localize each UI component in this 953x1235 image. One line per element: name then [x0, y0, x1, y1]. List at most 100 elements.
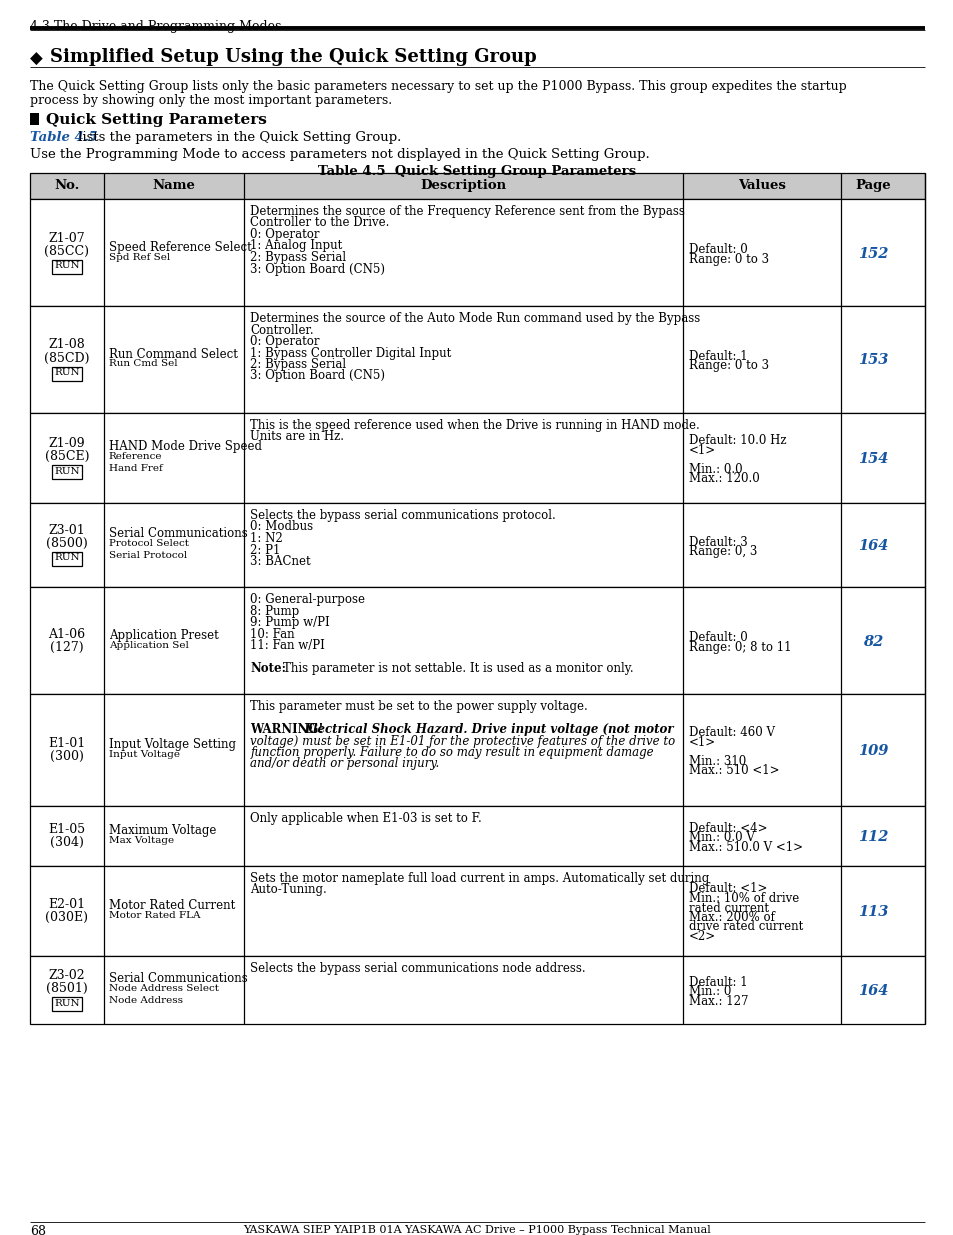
- Bar: [30, 587, 924, 694]
- Text: Use the Programming Mode to access parameters not displayed in the Quick Setting: Use the Programming Mode to access param…: [30, 148, 649, 161]
- Text: Default: <4>: Default: <4>: [688, 821, 766, 835]
- Text: Auto-Tuning.: Auto-Tuning.: [250, 883, 327, 897]
- Text: Max.: 510 <1>: Max.: 510 <1>: [688, 764, 779, 777]
- Text: Max.: 127: Max.: 127: [688, 994, 747, 1008]
- Text: 68: 68: [30, 1225, 46, 1235]
- Text: WARNING!: WARNING!: [250, 722, 328, 736]
- Text: 0: Operator: 0: Operator: [250, 228, 319, 241]
- Text: 3: BACnet: 3: BACnet: [250, 555, 311, 568]
- Text: 11: Fan w/PI: 11: Fan w/PI: [250, 638, 325, 652]
- Text: Max Voltage: Max Voltage: [109, 836, 173, 845]
- Text: (127): (127): [51, 641, 84, 653]
- Text: 152: 152: [857, 247, 887, 261]
- Text: Default: 0: Default: 0: [688, 631, 747, 643]
- Text: Table 4.5  Quick Setting Group Parameters: Table 4.5 Quick Setting Group Parameters: [318, 165, 636, 178]
- Text: Default: 3: Default: 3: [688, 536, 747, 548]
- Text: RUN: RUN: [54, 999, 80, 1008]
- Text: Min.: 0.0: Min.: 0.0: [688, 463, 741, 475]
- Text: Units are in Hz.: Units are in Hz.: [250, 431, 344, 443]
- Text: Node Address Select: Node Address Select: [109, 984, 218, 993]
- Text: drive rated current: drive rated current: [688, 920, 802, 934]
- Text: Only applicable when E1-03 is set to F.: Only applicable when E1-03 is set to F.: [250, 811, 481, 825]
- Text: <2>: <2>: [688, 930, 716, 944]
- Text: Maximum Voltage: Maximum Voltage: [109, 824, 216, 837]
- Text: (85CE): (85CE): [45, 450, 89, 463]
- Text: E2-01: E2-01: [49, 898, 86, 911]
- Text: Hand Fref: Hand Fref: [109, 464, 162, 473]
- Text: Max.: 120.0: Max.: 120.0: [688, 472, 759, 485]
- Text: Run Cmd Sel: Run Cmd Sel: [109, 359, 177, 368]
- Text: Selects the bypass serial communications node address.: Selects the bypass serial communications…: [250, 962, 585, 974]
- Text: 112: 112: [857, 830, 887, 844]
- Text: 9: Pump w/PI: 9: Pump w/PI: [250, 616, 330, 629]
- Text: Z3-02: Z3-02: [49, 969, 85, 982]
- Text: Electrical Shock Hazard. Drive input voltage (not motor: Electrical Shock Hazard. Drive input vol…: [304, 722, 674, 736]
- Text: voltage) must be set in E1-01 for the protective features of the drive to: voltage) must be set in E1-01 for the pr…: [250, 735, 675, 747]
- Text: Max.: 510.0 V <1>: Max.: 510.0 V <1>: [688, 841, 802, 853]
- Text: Min.: 310: Min.: 310: [688, 755, 745, 768]
- Text: Selects the bypass serial communications protocol.: Selects the bypass serial communications…: [250, 509, 556, 522]
- Text: Reference: Reference: [109, 452, 162, 461]
- Text: process by showing only the most important parameters.: process by showing only the most importa…: [30, 94, 392, 107]
- Text: Min.: 10% of drive: Min.: 10% of drive: [688, 892, 799, 905]
- Text: 0: General-purpose: 0: General-purpose: [250, 593, 365, 606]
- Text: Z1-09: Z1-09: [49, 437, 85, 450]
- Text: function properly. Failure to do so may result in equipment damage: function properly. Failure to do so may …: [250, 746, 654, 760]
- Text: Min.: 0: Min.: 0: [688, 986, 731, 998]
- Bar: [30, 112, 39, 125]
- Text: ◆: ◆: [30, 49, 43, 68]
- Text: Controller.: Controller.: [250, 324, 314, 336]
- Text: 0: Operator: 0: Operator: [250, 335, 319, 348]
- Text: Page: Page: [854, 179, 890, 191]
- Text: RUN: RUN: [54, 261, 80, 270]
- Bar: [30, 694, 924, 806]
- Bar: [30, 956, 924, 1024]
- Text: lists the parameters in the Quick Setting Group.: lists the parameters in the Quick Settin…: [74, 131, 401, 144]
- Text: Description: Description: [420, 179, 506, 191]
- Text: Input Voltage: Input Voltage: [109, 750, 180, 760]
- Text: HAND Mode Drive Speed: HAND Mode Drive Speed: [109, 440, 261, 453]
- Text: <1>: <1>: [688, 736, 716, 748]
- Text: Range: 0 to 3: Range: 0 to 3: [688, 359, 768, 373]
- Text: This is the speed reference used when the Drive is running in HAND mode.: This is the speed reference used when th…: [250, 419, 700, 432]
- Text: A1-06: A1-06: [49, 627, 86, 641]
- Text: Note:: Note:: [250, 662, 286, 676]
- Text: (85CD): (85CD): [44, 352, 90, 364]
- Text: Default: 460 V: Default: 460 V: [688, 726, 774, 740]
- Text: and/or death or personal injury.: and/or death or personal injury.: [250, 757, 439, 771]
- Bar: [30, 866, 924, 956]
- Text: The Quick Setting Group lists only the basic parameters necessary to set up the : The Quick Setting Group lists only the b…: [30, 80, 846, 93]
- Text: Default: 10.0 Hz: Default: 10.0 Hz: [688, 435, 785, 447]
- Text: 153: 153: [857, 353, 887, 368]
- Bar: [30, 306, 924, 412]
- Text: 2: P1: 2: P1: [250, 543, 280, 557]
- Bar: [30, 199, 924, 306]
- Text: 154: 154: [857, 452, 887, 466]
- Text: Simplified Setup Using the Quick Setting Group: Simplified Setup Using the Quick Setting…: [50, 48, 537, 65]
- Text: Application Sel: Application Sel: [109, 641, 189, 650]
- Text: E1-01: E1-01: [49, 737, 86, 750]
- Text: (030E): (030E): [46, 911, 89, 924]
- Text: Range: 0; 8 to 11: Range: 0; 8 to 11: [688, 641, 791, 653]
- Text: Z3-01: Z3-01: [49, 524, 85, 537]
- Text: Default: 1: Default: 1: [688, 976, 747, 989]
- Text: Run Command Select: Run Command Select: [109, 347, 237, 361]
- Bar: [51, 552, 82, 566]
- Text: 109: 109: [857, 743, 887, 758]
- Bar: [30, 503, 924, 587]
- Text: 1: Analog Input: 1: Analog Input: [250, 240, 342, 252]
- Text: 164: 164: [857, 538, 887, 553]
- Bar: [51, 997, 82, 1011]
- Text: 3: Option Board (CN5): 3: Option Board (CN5): [250, 263, 385, 275]
- Text: (8500): (8500): [46, 537, 88, 550]
- Text: 8: Pump: 8: Pump: [250, 604, 299, 618]
- Text: Z1-08: Z1-08: [49, 338, 85, 352]
- Text: Determines the source of the Frequency Reference sent from the Bypass: Determines the source of the Frequency R…: [250, 205, 684, 219]
- Text: Application Preset: Application Preset: [109, 629, 218, 641]
- Text: Max.: 200% of: Max.: 200% of: [688, 911, 774, 924]
- Bar: [51, 259, 82, 273]
- Text: <1>: <1>: [688, 443, 716, 457]
- Text: Z1-07: Z1-07: [49, 231, 85, 245]
- Text: 1: N2: 1: N2: [250, 532, 283, 545]
- Text: Values: Values: [738, 179, 785, 191]
